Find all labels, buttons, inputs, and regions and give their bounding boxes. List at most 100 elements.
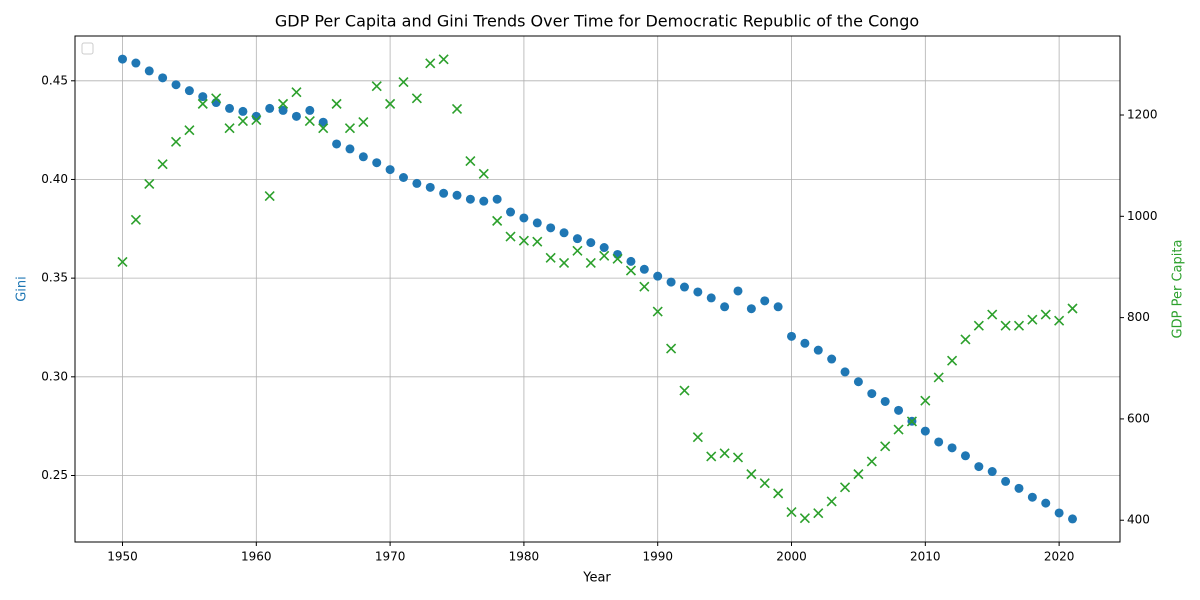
point xyxy=(358,152,368,162)
point xyxy=(144,66,154,76)
point xyxy=(238,106,248,116)
point xyxy=(546,223,556,233)
point xyxy=(1027,492,1037,502)
point xyxy=(732,452,744,463)
point xyxy=(439,188,449,198)
point xyxy=(1054,508,1064,518)
point xyxy=(171,80,181,90)
point xyxy=(278,105,288,115)
point xyxy=(1068,514,1077,524)
point xyxy=(585,257,596,268)
point xyxy=(947,355,958,366)
y-axis-label: Gini xyxy=(15,276,30,302)
point xyxy=(760,296,770,306)
point xyxy=(733,286,743,296)
x-tick-label: 1950 xyxy=(107,550,138,564)
point xyxy=(465,156,476,167)
point xyxy=(518,235,529,246)
point xyxy=(987,309,998,320)
point xyxy=(826,496,837,507)
point xyxy=(612,253,623,264)
point xyxy=(773,488,784,499)
point xyxy=(304,116,315,127)
point xyxy=(652,306,663,317)
point xyxy=(692,432,703,443)
point xyxy=(974,462,984,472)
point xyxy=(265,103,275,113)
point xyxy=(532,236,543,247)
point xyxy=(130,214,141,225)
point xyxy=(639,264,649,274)
point xyxy=(412,178,422,188)
point xyxy=(371,81,382,92)
point xyxy=(933,372,944,383)
point xyxy=(505,231,516,242)
point xyxy=(492,194,502,204)
point xyxy=(894,405,904,415)
point xyxy=(906,416,918,427)
point xyxy=(452,190,462,200)
point xyxy=(225,103,235,113)
point xyxy=(1054,315,1065,326)
point xyxy=(545,252,556,263)
point xyxy=(197,98,208,109)
point xyxy=(1041,498,1051,508)
point xyxy=(277,98,289,109)
point xyxy=(920,426,930,436)
point xyxy=(893,424,904,435)
point xyxy=(558,257,570,268)
y-tick-label: 0.45 xyxy=(41,73,68,87)
point xyxy=(385,98,396,109)
point xyxy=(800,338,810,348)
point xyxy=(839,482,851,493)
x-tick-label: 1990 xyxy=(642,550,673,564)
point xyxy=(519,213,529,223)
point xyxy=(987,467,997,477)
point xyxy=(170,136,182,147)
point xyxy=(291,111,301,121)
point xyxy=(332,139,342,149)
point xyxy=(158,73,168,83)
point xyxy=(198,92,208,102)
point xyxy=(438,54,449,65)
point xyxy=(920,395,931,406)
point xyxy=(706,451,717,462)
y2-tick-label: 600 xyxy=(1127,411,1150,425)
point xyxy=(398,172,408,182)
point xyxy=(237,116,248,127)
point xyxy=(117,256,128,267)
point xyxy=(880,441,891,452)
point xyxy=(318,117,328,127)
point xyxy=(853,377,863,387)
y-tick-label: 0.30 xyxy=(41,369,68,383)
point xyxy=(787,331,797,341)
point xyxy=(411,93,422,104)
point xyxy=(532,218,542,228)
point xyxy=(1013,320,1025,331)
point xyxy=(840,367,850,377)
point xyxy=(746,469,757,480)
point xyxy=(305,105,315,115)
point xyxy=(827,354,837,364)
point xyxy=(880,396,890,406)
x-tick-label: 2000 xyxy=(776,550,807,564)
point xyxy=(786,507,797,518)
y2-tick-label: 1200 xyxy=(1127,108,1158,122)
point xyxy=(960,451,970,461)
point xyxy=(746,304,756,314)
legend-box xyxy=(81,42,94,55)
point xyxy=(118,54,127,64)
point xyxy=(866,456,877,467)
point xyxy=(385,165,395,175)
y2-axis-label: GDP Per Capita xyxy=(1171,240,1186,339)
point xyxy=(693,287,703,297)
point xyxy=(799,513,810,524)
point xyxy=(599,243,609,253)
y2-tick-label: 800 xyxy=(1127,310,1150,324)
point xyxy=(813,508,824,519)
point xyxy=(144,178,155,189)
point xyxy=(720,302,730,312)
x-tick-label: 2010 xyxy=(910,550,941,564)
point xyxy=(372,158,382,168)
